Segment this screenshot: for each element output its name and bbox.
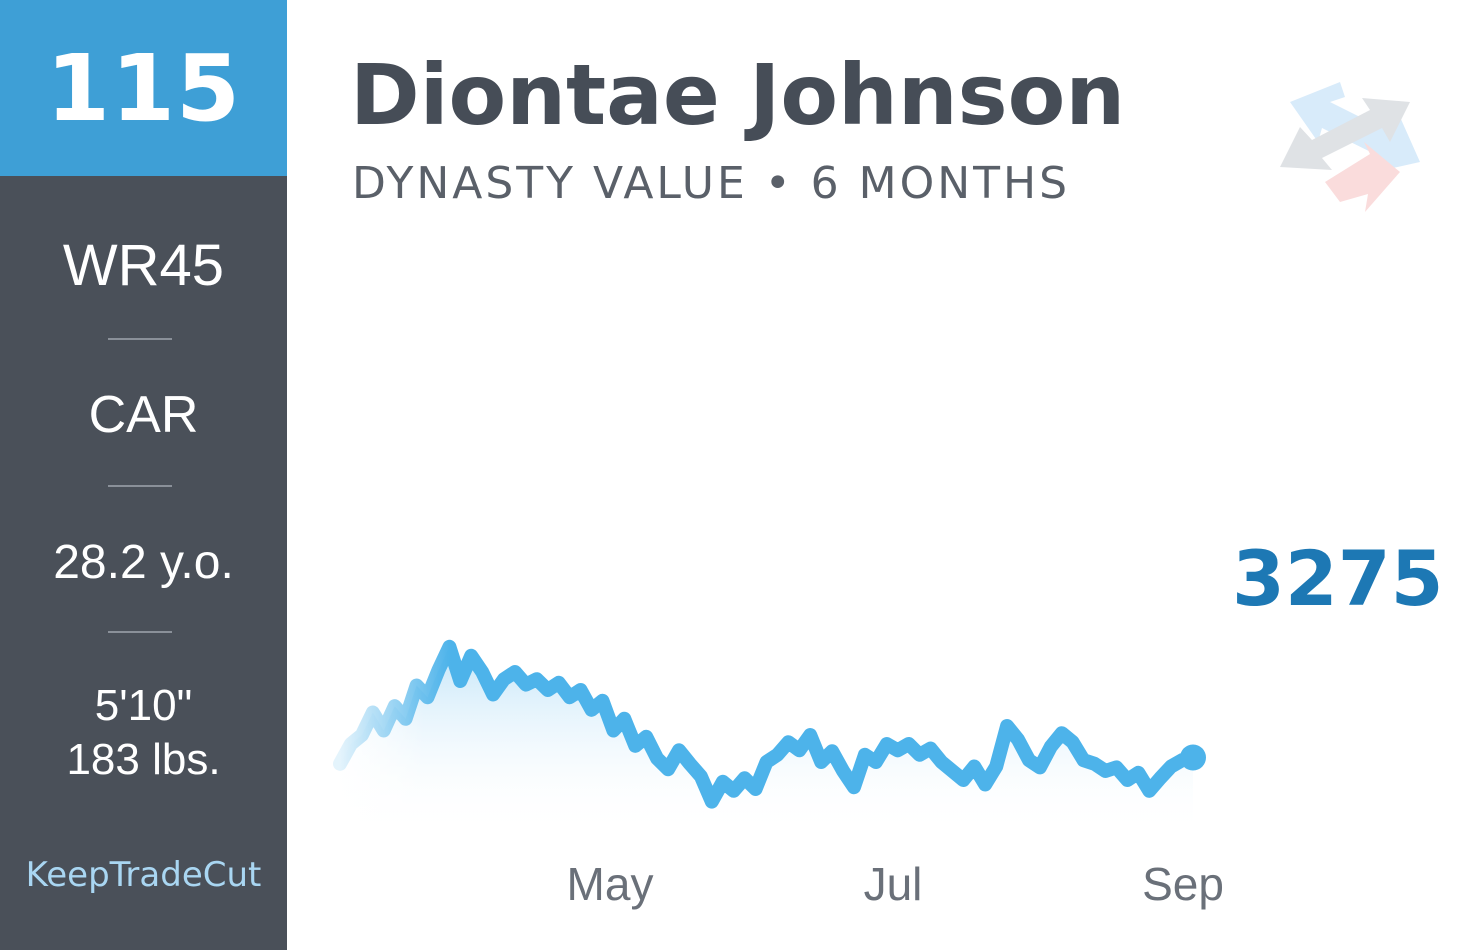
x-tick-label: Jul (864, 858, 923, 910)
overall-rank-box: 115 (0, 0, 287, 176)
team-abbreviation: CAR (88, 386, 199, 444)
player-height: 5'10" (94, 681, 193, 730)
player-weight: 183 lbs. (66, 735, 221, 784)
area-left-fade (335, 480, 425, 840)
x-tick-label: Sep (1142, 858, 1224, 910)
chart-subtitle: DYNASTY VALUE • 6 MONTHS (352, 158, 1071, 209)
player-name: Diontae Johnson (350, 46, 1126, 144)
x-tick-label: May (567, 858, 654, 910)
divider (108, 338, 172, 340)
overall-rank: 115 (45, 34, 242, 142)
current-value-label: 3275 (1232, 534, 1444, 623)
brand-name: KeepTradeCut (25, 855, 262, 895)
divider (108, 485, 172, 487)
position-rank: WR45 (62, 233, 225, 298)
value-series-line (333, 639, 1200, 809)
player-info-sidebar: 115 WR45 CAR 28.2 y.o. 5'10" 183 lbs. Ke… (0, 0, 287, 950)
divider (108, 631, 172, 633)
current-value-point (1180, 744, 1206, 771)
x-axis-ticks: May Jul Sep (567, 858, 1224, 910)
keeptradecut-arrows-logo-icon (1280, 82, 1420, 212)
player-age: 28.2 y.o. (53, 536, 234, 589)
